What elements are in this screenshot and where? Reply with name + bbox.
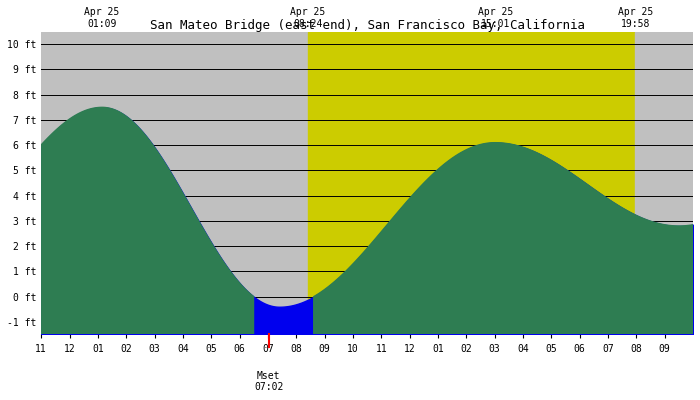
Bar [307,32,636,334]
Text: Apr 25
15:01: Apr 25 15:01 [477,7,513,28]
Bar [636,32,693,334]
Title: San Mateo Bridge (east end), San Francisco Bay, California: San Mateo Bridge (east end), San Francis… [150,19,584,32]
Text: Apr 25
01:09: Apr 25 01:09 [85,7,120,28]
Bar [41,32,307,334]
Text: Apr 25
19:58: Apr 25 19:58 [618,7,653,28]
Text: Apr 25
08:24: Apr 25 08:24 [290,7,326,28]
Text: Mset
07:02: Mset 07:02 [254,371,284,392]
